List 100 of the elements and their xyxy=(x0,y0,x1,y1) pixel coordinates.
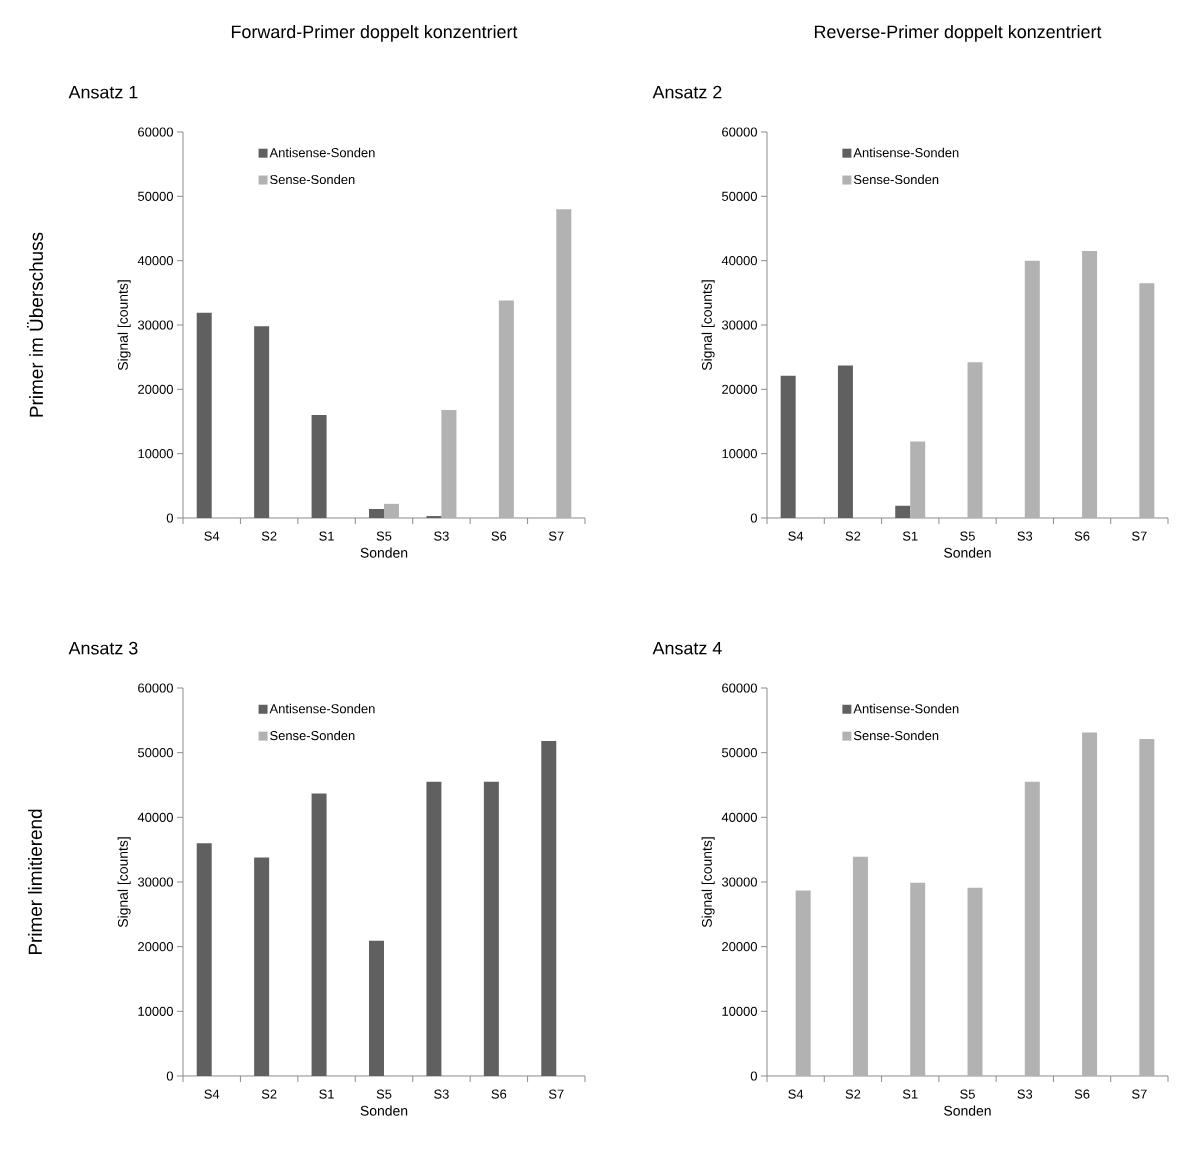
x-tick-label: S4 xyxy=(788,531,804,541)
y-tick-label: 30000 xyxy=(137,320,173,330)
legend-label: Antisense-Sonden xyxy=(853,147,959,158)
bar xyxy=(196,312,212,518)
bar xyxy=(967,362,983,518)
x-tick-label: S2 xyxy=(845,531,861,541)
y-tick-label: 0 xyxy=(166,1071,173,1081)
y-tick-label: 10000 xyxy=(722,449,757,459)
y-tick-label: 20000 xyxy=(722,384,757,394)
y-axis-title: Signal [counts] xyxy=(117,280,131,371)
bar xyxy=(1139,283,1155,518)
y-tick-label: 60000 xyxy=(138,127,173,137)
x-tick-label: S4 xyxy=(204,1089,220,1099)
x-tick-label: S5 xyxy=(960,1089,975,1099)
y-tick-label: 40000 xyxy=(721,256,757,266)
y-tick-label: 60000 xyxy=(722,683,757,693)
legend-label: Sense-Sonden xyxy=(270,730,355,741)
x-tick-label: S7 xyxy=(1132,531,1147,541)
chart-title: Ansatz 3 xyxy=(68,641,138,655)
bar xyxy=(311,793,327,1076)
x-tick-label: S7 xyxy=(1132,1089,1147,1099)
legend-label: Antisense-Sonden xyxy=(269,703,375,714)
x-axis-title: Sonden xyxy=(360,1105,408,1116)
y-tick-label: 10000 xyxy=(138,1006,173,1016)
y-tick-label: 50000 xyxy=(721,191,757,201)
legend-label: Sense-Sonden xyxy=(270,174,355,185)
bar xyxy=(895,505,911,518)
x-tick-label: S3 xyxy=(434,1089,449,1099)
x-axis-title: Sonden xyxy=(360,547,408,558)
y-tick-label: 30000 xyxy=(721,320,757,330)
y-axis-title: Signal [counts] xyxy=(117,837,131,928)
bar xyxy=(483,781,499,1076)
y-tick-label: 20000 xyxy=(722,942,757,952)
y-tick-label: 10000 xyxy=(722,1006,757,1016)
bar xyxy=(541,741,557,1076)
x-tick-label: S6 xyxy=(1074,531,1090,541)
y-tick-label: 20000 xyxy=(138,384,173,394)
bar xyxy=(196,843,212,1076)
bar xyxy=(556,209,572,518)
y-axis-title: Signal [counts] xyxy=(701,837,715,928)
bar xyxy=(837,365,853,518)
x-tick-label: S1 xyxy=(902,531,918,541)
y-tick-label: 60000 xyxy=(722,127,757,137)
bar xyxy=(967,887,983,1076)
y-tick-label: 0 xyxy=(750,1071,757,1081)
x-tick-label: S1 xyxy=(319,1089,334,1099)
bar xyxy=(441,409,457,518)
chart-title: Ansatz 2 xyxy=(652,85,722,99)
text: Forward-Primer doppelt konzentriert xyxy=(231,24,518,42)
y-tick-label: 50000 xyxy=(137,748,173,758)
y-tick-label: 20000 xyxy=(138,942,173,952)
legend-label: Antisense-Sonden xyxy=(269,147,375,158)
y-tick-label: 30000 xyxy=(721,877,757,887)
y-tick-label: 60000 xyxy=(138,683,173,693)
y-tick-label: 0 xyxy=(750,513,757,523)
y-tick-label: 10000 xyxy=(138,449,173,459)
y-tick-label: 40000 xyxy=(721,812,757,822)
x-tick-label: S3 xyxy=(1017,531,1033,541)
y-tick-label: 30000 xyxy=(137,877,173,887)
bar xyxy=(795,890,811,1076)
y-tick-label: 50000 xyxy=(721,748,757,758)
x-tick-label: S4 xyxy=(204,531,220,541)
x-axis-title: Sonden xyxy=(944,1105,991,1116)
bar xyxy=(369,940,385,1076)
x-tick-label: S3 xyxy=(434,531,449,541)
bar xyxy=(910,882,926,1076)
text: Reverse-Primer doppelt konzentriert xyxy=(814,24,1102,42)
x-tick-label: S2 xyxy=(261,531,277,541)
x-tick-label: S6 xyxy=(491,1089,507,1099)
text: Primer im Überschuss xyxy=(26,232,44,417)
y-tick-label: 40000 xyxy=(137,256,173,266)
legend-label: Antisense-Sonden xyxy=(853,703,959,714)
x-tick-label: S2 xyxy=(261,1089,277,1099)
chart-title: Ansatz 1 xyxy=(68,85,138,99)
bar xyxy=(311,415,327,518)
bar xyxy=(780,375,796,518)
bar xyxy=(254,857,270,1076)
y-tick-label: 40000 xyxy=(137,812,173,822)
y-axis-title: Signal [counts] xyxy=(701,280,715,371)
x-tick-label: S2 xyxy=(845,1089,861,1099)
bar xyxy=(384,503,400,518)
x-tick-label: S4 xyxy=(788,1089,804,1099)
bar xyxy=(498,300,514,518)
x-tick-label: S6 xyxy=(491,531,507,541)
bar xyxy=(1024,260,1040,518)
x-tick-label: S3 xyxy=(1017,1089,1033,1099)
y-tick-label: 50000 xyxy=(137,191,173,201)
x-tick-label: S6 xyxy=(1074,1089,1090,1099)
chart-title: Ansatz 4 xyxy=(652,641,722,655)
bar xyxy=(1139,739,1155,1076)
bar xyxy=(1082,251,1098,518)
x-tick-label: S7 xyxy=(548,531,564,541)
x-tick-label: S5 xyxy=(376,531,392,541)
bar xyxy=(1024,781,1040,1076)
bar xyxy=(852,856,868,1076)
text: Primer limitierend xyxy=(28,809,42,955)
x-tick-label: S5 xyxy=(960,531,975,541)
bar xyxy=(254,326,270,518)
x-axis-title: Sonden xyxy=(944,547,991,558)
bar xyxy=(910,441,926,518)
